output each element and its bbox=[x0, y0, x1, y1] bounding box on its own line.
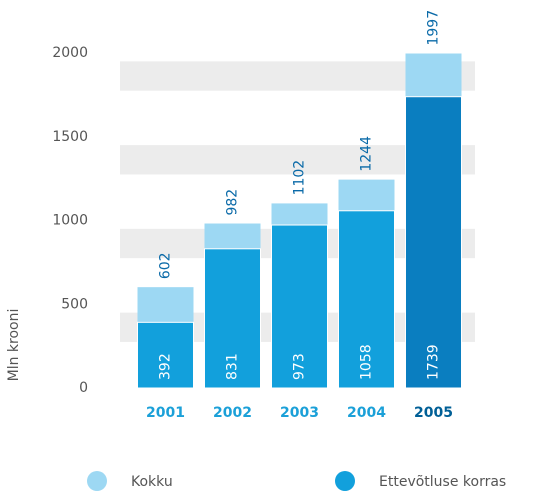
value-label: 602 bbox=[158, 252, 174, 279]
y-tick-label: 2000 bbox=[52, 45, 88, 61]
bar bbox=[338, 210, 395, 389]
x-tick-label: 2002 bbox=[213, 405, 252, 421]
y-tick-label: 500 bbox=[61, 296, 88, 312]
y-tick-label: 1000 bbox=[52, 213, 88, 229]
bar bbox=[271, 224, 328, 389]
value-label: 1997 bbox=[426, 10, 442, 46]
bar bbox=[204, 248, 261, 389]
value-label: 1739 bbox=[426, 344, 442, 380]
value-label: 1102 bbox=[292, 160, 308, 196]
value-label: 1244 bbox=[359, 136, 375, 172]
x-tick-label: 2003 bbox=[280, 405, 319, 421]
y-tick-label: 0 bbox=[79, 380, 88, 396]
legend-label: Ettevõtluse korras bbox=[379, 474, 506, 490]
value-label: 982 bbox=[225, 189, 241, 216]
x-tick-label: 2005 bbox=[414, 405, 453, 421]
legend-label: Kokku bbox=[131, 474, 173, 490]
y-tick-label: 1500 bbox=[52, 129, 88, 145]
value-label: 973 bbox=[292, 353, 308, 380]
x-tick-label: 2004 bbox=[347, 405, 386, 421]
y-axis-title: Mln krooni bbox=[6, 309, 22, 382]
x-tick-label: 2001 bbox=[146, 405, 185, 421]
bar bbox=[405, 96, 462, 389]
value-label: 392 bbox=[158, 353, 174, 380]
bar bbox=[137, 321, 194, 389]
value-label: 1058 bbox=[359, 344, 375, 380]
legend-swatch bbox=[87, 471, 107, 491]
value-label: 831 bbox=[225, 353, 241, 380]
legend-swatch bbox=[335, 471, 355, 491]
